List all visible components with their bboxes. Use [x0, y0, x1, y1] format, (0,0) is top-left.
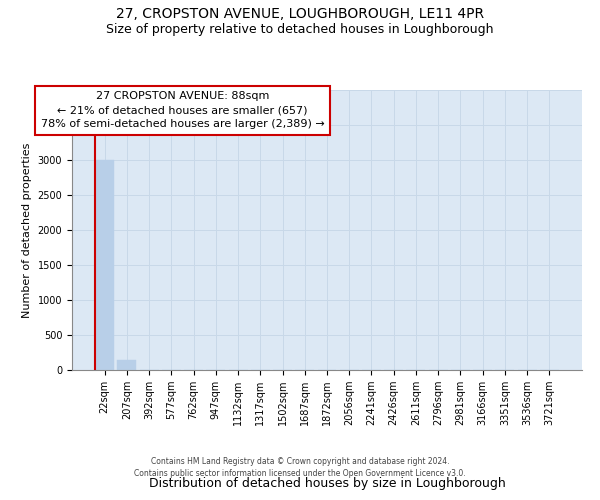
Text: 27, CROPSTON AVENUE, LOUGHBOROUGH, LE11 4PR: 27, CROPSTON AVENUE, LOUGHBOROUGH, LE11 …: [116, 8, 484, 22]
Text: Size of property relative to detached houses in Loughborough: Size of property relative to detached ho…: [106, 22, 494, 36]
Text: Distribution of detached houses by size in Loughborough: Distribution of detached houses by size …: [149, 477, 505, 490]
Text: 27 CROPSTON AVENUE: 88sqm
← 21% of detached houses are smaller (657)
78% of semi: 27 CROPSTON AVENUE: 88sqm ← 21% of detac…: [41, 92, 325, 130]
Y-axis label: Number of detached properties: Number of detached properties: [22, 142, 32, 318]
Bar: [118, 360, 136, 370]
Bar: [95, 160, 114, 370]
Text: Contains HM Land Registry data © Crown copyright and database right 2024.
Contai: Contains HM Land Registry data © Crown c…: [134, 458, 466, 478]
